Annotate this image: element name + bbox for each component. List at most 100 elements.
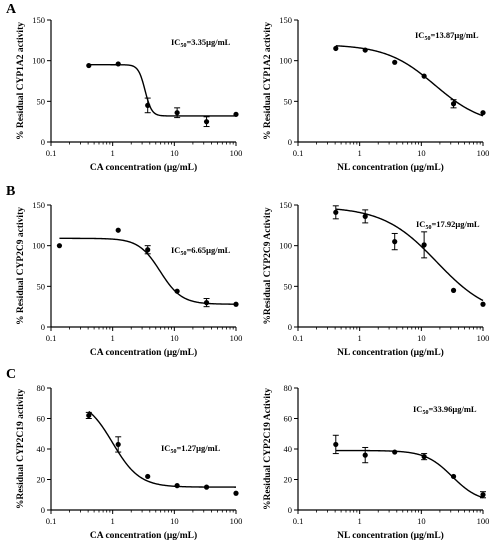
data-point [392,59,398,65]
y-tick-label: 150 [32,200,45,210]
x-axis-label: CA concentration (μg/mL) [90,530,197,541]
x-tick-label: 0.1 [46,516,57,526]
data-point [174,110,180,116]
x-tick-label: 100 [230,333,243,343]
ic50-annotation: IC50=33.96μg/mL [413,404,477,416]
y-axis-label: % Residual CYP2C9 activity [16,207,26,325]
data-point [115,441,121,448]
data-point [392,239,398,245]
x-tick-label: 100 [477,516,490,526]
y-tick-label: 20 [284,475,293,485]
ic50-prefix: IC [415,30,424,40]
y-tick-label: 100 [279,241,292,251]
x-axis-label: NL concentration (μg/mL) [337,162,444,173]
data-point [233,490,239,496]
fit-curve [335,208,484,302]
y-tick-label: 50 [284,281,293,291]
y-tick-label: 100 [32,241,45,251]
data-point [174,483,180,489]
x-tick-label: 100 [477,148,490,158]
ic50-value: =3.35μg/mL [186,37,230,47]
ic50-prefix: IC [171,245,180,255]
ic50-annotation: IC50=3.35μg/mL [171,37,231,49]
x-tick-label: 0.1 [46,333,57,343]
ic50-annotation: IC50=13.87μg/mL [415,30,479,42]
y-axis-label: % Residual CYP1A2 activity [16,22,26,140]
y-tick-label: 40 [37,444,46,454]
y-tick-label: 0 [41,137,45,147]
chart-2: 0 50 100 150 0.1 1 10 100 NL concentration (μg/m… [263,15,489,173]
data-point [203,119,210,125]
ic50-annotation: IC50=6.65μg/mL [171,245,231,257]
x-tick-label: 100 [477,333,490,343]
y-axis-label: %Residual CYP2C19 Activity [263,388,273,510]
chart-6: 0 20 40 60 80 0.1 1 10 100 NL concentration (μg/m… [263,383,489,541]
x-tick-label: 1 [358,333,362,343]
data-point [145,247,151,253]
y-tick-label: 100 [32,56,45,66]
data-point [203,484,210,490]
data-point [480,110,486,116]
y-axis-label: % Residual CYP1A2 activity [263,22,273,140]
ic50-value: =17.92μg/mL [431,219,479,229]
x-tick-label: 100 [230,516,243,526]
panel-letter-c: C [6,367,16,382]
x-tick-label: 0.1 [293,333,304,343]
x-axis-label: CA concentration (μg/mL) [90,347,197,358]
data-point [421,73,427,79]
data-point [174,288,180,294]
chart-3: 0 50 100 150 0.1 1 10 100 CA concentration (μg/m… [16,200,242,358]
y-tick-label: 0 [288,137,292,147]
ic50-value: =13.87μg/mL [430,30,478,40]
y-tick-label: 0 [41,505,45,515]
ic50-value: =33.96μg/mL [428,404,476,414]
x-tick-label: 10 [170,516,179,526]
ic50-subscript: 50 [180,251,186,257]
y-tick-label: 150 [32,15,45,25]
x-tick-label: 1 [111,148,115,158]
x-tick-label: 0.1 [293,148,304,158]
y-tick-label: 150 [279,200,292,210]
data-point [362,47,368,53]
data-point [392,449,398,455]
y-tick-label: 40 [284,444,293,454]
ic50-subscript: 50 [424,36,430,42]
x-tick-label: 10 [170,333,179,343]
y-tick-label: 60 [284,414,293,424]
ic50-prefix: IC [171,37,180,47]
x-tick-label: 0.1 [46,148,57,158]
data-point [86,412,92,419]
x-axis-label: NL concentration (μg/mL) [337,530,444,541]
x-axis-label: NL concentration (μg/mL) [337,347,444,358]
x-tick-label: 1 [358,516,362,526]
data-point [145,473,151,480]
fit-curve [335,45,484,117]
data-point [115,227,121,233]
fit-curve [88,64,236,117]
data-point [450,287,457,293]
x-tick-label: 1 [358,148,362,158]
y-tick-label: 150 [279,15,292,25]
data-point [421,242,427,248]
data-point [333,45,339,52]
x-tick-label: 10 [170,148,179,158]
y-tick-label: 50 [37,96,46,106]
y-tick-label: 0 [41,322,45,332]
x-tick-label: 100 [230,148,243,158]
y-tick-label: 0 [288,322,292,332]
ic50-value: =1.27μg/mL [176,443,220,453]
x-axis-label: CA concentration (μg/mL) [90,162,197,173]
ic50-prefix: IC [416,219,425,229]
ic50-subscript: 50 [425,225,431,231]
y-tick-label: 50 [284,96,293,106]
y-tick-label: 100 [279,56,292,66]
x-tick-label: 10 [417,333,426,343]
y-axis-label: %Residual CYP2C19 activity [16,389,26,510]
data-point [362,452,368,458]
data-point [86,62,92,69]
data-point [333,441,339,448]
y-tick-label: 80 [284,383,293,393]
chart-1: 0 50 100 150 0.1 1 10 100 CA concentration (μg/m… [16,15,242,173]
y-tick-label: 0 [288,505,292,515]
